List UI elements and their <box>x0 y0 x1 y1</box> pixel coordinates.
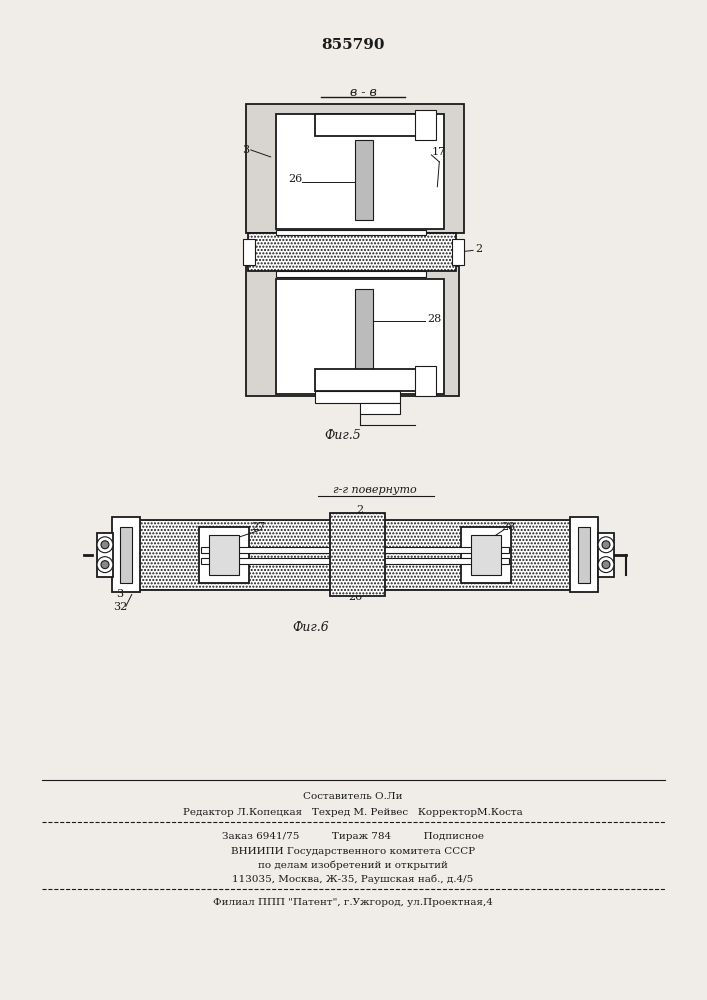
Bar <box>112 517 140 592</box>
Bar <box>355 140 373 220</box>
Bar <box>598 533 614 577</box>
Text: 2: 2 <box>356 505 363 515</box>
Bar <box>578 527 590 583</box>
Bar <box>209 535 239 575</box>
Bar <box>136 520 573 589</box>
Text: 2: 2 <box>475 244 482 254</box>
Circle shape <box>101 541 109 549</box>
Circle shape <box>598 557 614 573</box>
Text: г-г повернуто: г-г повернуто <box>333 485 416 495</box>
Circle shape <box>97 557 113 573</box>
Bar <box>414 366 436 396</box>
Bar <box>571 517 598 592</box>
Text: 113035, Москва, Ж-35, Раушская наб., д.4/5: 113035, Москва, Ж-35, Раушская наб., д.4… <box>233 874 474 884</box>
Text: 855790: 855790 <box>321 38 385 52</box>
Bar <box>97 533 113 577</box>
Text: 3: 3 <box>242 145 249 155</box>
Text: 26: 26 <box>288 174 303 184</box>
Text: 26: 26 <box>348 592 362 602</box>
Bar <box>199 527 249 583</box>
Circle shape <box>602 541 610 549</box>
Bar <box>201 558 509 564</box>
Bar <box>471 535 501 575</box>
Circle shape <box>101 561 109 569</box>
Bar <box>246 266 459 396</box>
Text: 17: 17 <box>431 147 445 157</box>
Bar <box>201 547 509 553</box>
Text: в - в: в - в <box>349 86 376 99</box>
Text: +: + <box>419 376 428 386</box>
Bar <box>452 239 464 265</box>
Bar <box>315 114 429 136</box>
Bar <box>243 239 255 265</box>
Text: +: + <box>419 120 428 130</box>
Bar <box>276 271 426 277</box>
Text: 28: 28 <box>428 314 442 324</box>
Bar <box>330 513 385 596</box>
Bar <box>355 289 373 369</box>
Text: 27: 27 <box>252 522 266 532</box>
Text: ВНИИПИ Государственного комитета СССР: ВНИИПИ Государственного комитета СССР <box>231 847 475 856</box>
Text: Филиал ППП "Патент", г.Ужгород, ул.Проектная,4: Филиал ППП "Патент", г.Ужгород, ул.Проек… <box>213 898 493 907</box>
Bar <box>276 114 444 229</box>
Text: Фиг.5: Фиг.5 <box>325 429 361 442</box>
Bar <box>246 104 464 233</box>
Bar <box>276 279 444 394</box>
Circle shape <box>602 561 610 569</box>
Bar <box>120 527 132 583</box>
Text: Составитель О.Ли: Составитель О.Ли <box>303 792 403 801</box>
Text: Заказ 6941/75          Тираж 784          Подписное: Заказ 6941/75 Тираж 784 Подписное <box>222 832 484 841</box>
Bar <box>461 527 510 583</box>
Bar <box>276 230 426 235</box>
Bar <box>315 391 399 403</box>
Text: 28: 28 <box>502 522 516 532</box>
Bar <box>248 233 456 271</box>
Circle shape <box>97 537 113 553</box>
Bar <box>414 110 436 140</box>
Circle shape <box>598 537 614 553</box>
Text: Фиг.6: Фиг.6 <box>292 621 329 634</box>
Text: 32: 32 <box>112 602 127 612</box>
Text: по делам изобретений и открытий: по делам изобретений и открытий <box>258 860 448 870</box>
Text: 3: 3 <box>116 589 124 599</box>
Bar <box>360 403 399 414</box>
Bar <box>315 369 429 391</box>
Text: Редактор Л.Копецкая   Техред М. Рейвес   КорректорМ.Коста: Редактор Л.Копецкая Техред М. Рейвес Кор… <box>183 808 523 817</box>
